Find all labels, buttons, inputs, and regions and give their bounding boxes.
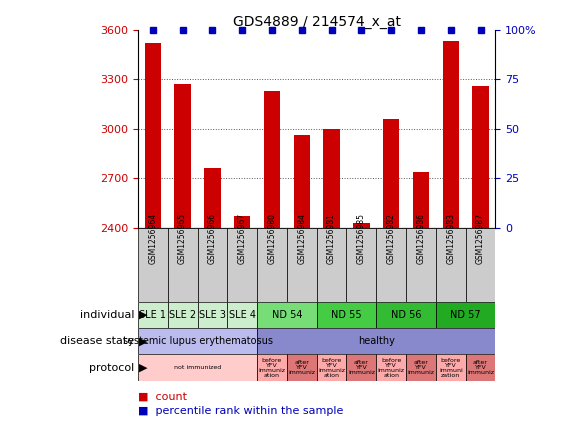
Text: GSM1256986: GSM1256986 xyxy=(417,212,426,264)
Text: ▶: ▶ xyxy=(139,336,148,346)
FancyBboxPatch shape xyxy=(406,354,436,381)
Text: before
YFV
immuniz
ation: before YFV immuniz ation xyxy=(258,357,285,378)
Text: GSM1256985: GSM1256985 xyxy=(357,212,366,264)
Bar xyxy=(264,91,280,228)
FancyBboxPatch shape xyxy=(436,302,495,328)
FancyBboxPatch shape xyxy=(138,328,257,354)
Text: SLE 4: SLE 4 xyxy=(229,310,256,320)
FancyBboxPatch shape xyxy=(316,228,346,302)
Bar xyxy=(472,86,489,228)
Text: GSM1256966: GSM1256966 xyxy=(208,212,217,264)
FancyBboxPatch shape xyxy=(257,302,316,328)
Text: SLE 2: SLE 2 xyxy=(169,310,196,320)
Bar xyxy=(175,84,191,228)
FancyBboxPatch shape xyxy=(168,302,198,328)
FancyBboxPatch shape xyxy=(406,228,436,302)
FancyBboxPatch shape xyxy=(376,228,406,302)
FancyBboxPatch shape xyxy=(287,354,316,381)
FancyBboxPatch shape xyxy=(198,302,227,328)
Text: GSM1256983: GSM1256983 xyxy=(446,212,455,264)
Text: GSM1256967: GSM1256967 xyxy=(238,212,247,264)
Text: GSM1256980: GSM1256980 xyxy=(267,212,276,264)
FancyBboxPatch shape xyxy=(376,302,436,328)
Text: after
YFV
immuniz: after YFV immuniz xyxy=(288,360,315,375)
Text: ND 54: ND 54 xyxy=(271,310,302,320)
FancyBboxPatch shape xyxy=(346,354,376,381)
Text: disease state: disease state xyxy=(60,336,135,346)
FancyBboxPatch shape xyxy=(436,228,466,302)
Text: GSM1256964: GSM1256964 xyxy=(148,212,157,264)
Text: systemic lupus erythematosus: systemic lupus erythematosus xyxy=(123,336,272,346)
Bar xyxy=(413,172,429,228)
FancyBboxPatch shape xyxy=(287,228,316,302)
FancyBboxPatch shape xyxy=(316,302,376,328)
Text: after
YFV
immuniz: after YFV immuniz xyxy=(467,360,494,375)
FancyBboxPatch shape xyxy=(376,354,406,381)
Text: GSM1256965: GSM1256965 xyxy=(178,212,187,264)
Text: GSM1256987: GSM1256987 xyxy=(476,212,485,264)
FancyBboxPatch shape xyxy=(227,228,257,302)
Text: protocol: protocol xyxy=(89,363,135,373)
Text: ■  count: ■ count xyxy=(138,392,187,402)
FancyBboxPatch shape xyxy=(138,354,257,381)
Text: GSM1256981: GSM1256981 xyxy=(327,213,336,264)
FancyBboxPatch shape xyxy=(257,354,287,381)
Bar xyxy=(383,119,399,228)
FancyBboxPatch shape xyxy=(138,228,168,302)
FancyBboxPatch shape xyxy=(198,228,227,302)
Bar xyxy=(234,217,251,228)
Bar xyxy=(145,43,161,228)
Text: before
YFV
immuniz
ation: before YFV immuniz ation xyxy=(318,357,345,378)
Text: before
YFV
immuniz
ation: before YFV immuniz ation xyxy=(378,357,405,378)
FancyBboxPatch shape xyxy=(316,354,346,381)
Text: ▶: ▶ xyxy=(139,363,148,373)
Bar xyxy=(353,223,369,228)
FancyBboxPatch shape xyxy=(466,228,495,302)
Text: SLE 3: SLE 3 xyxy=(199,310,226,320)
FancyBboxPatch shape xyxy=(138,302,168,328)
Text: ▶: ▶ xyxy=(139,310,148,320)
Bar xyxy=(443,41,459,228)
Text: GSM1256984: GSM1256984 xyxy=(297,212,306,264)
FancyBboxPatch shape xyxy=(168,228,198,302)
Text: individual: individual xyxy=(80,310,135,320)
FancyBboxPatch shape xyxy=(257,328,495,354)
Text: SLE 1: SLE 1 xyxy=(139,310,166,320)
Text: ND 57: ND 57 xyxy=(450,310,481,320)
FancyBboxPatch shape xyxy=(227,302,257,328)
Text: GSM1256982: GSM1256982 xyxy=(387,213,396,264)
FancyBboxPatch shape xyxy=(466,354,495,381)
Text: ND 56: ND 56 xyxy=(391,310,421,320)
Text: ■  percentile rank within the sample: ■ percentile rank within the sample xyxy=(138,406,343,416)
Text: after
YFV
immuniz: after YFV immuniz xyxy=(408,360,435,375)
Bar xyxy=(323,129,340,228)
FancyBboxPatch shape xyxy=(436,354,466,381)
Text: healthy: healthy xyxy=(358,336,395,346)
Text: not immunized: not immunized xyxy=(174,365,221,370)
FancyBboxPatch shape xyxy=(346,228,376,302)
Bar xyxy=(204,168,221,228)
Bar xyxy=(293,135,310,228)
Text: after
YFV
immuniz: after YFV immuniz xyxy=(348,360,375,375)
Text: before
YFV
immuni
zation: before YFV immuni zation xyxy=(439,357,463,378)
FancyBboxPatch shape xyxy=(257,228,287,302)
Text: ND 55: ND 55 xyxy=(331,310,362,320)
Title: GDS4889 / 214574_x_at: GDS4889 / 214574_x_at xyxy=(233,14,401,29)
